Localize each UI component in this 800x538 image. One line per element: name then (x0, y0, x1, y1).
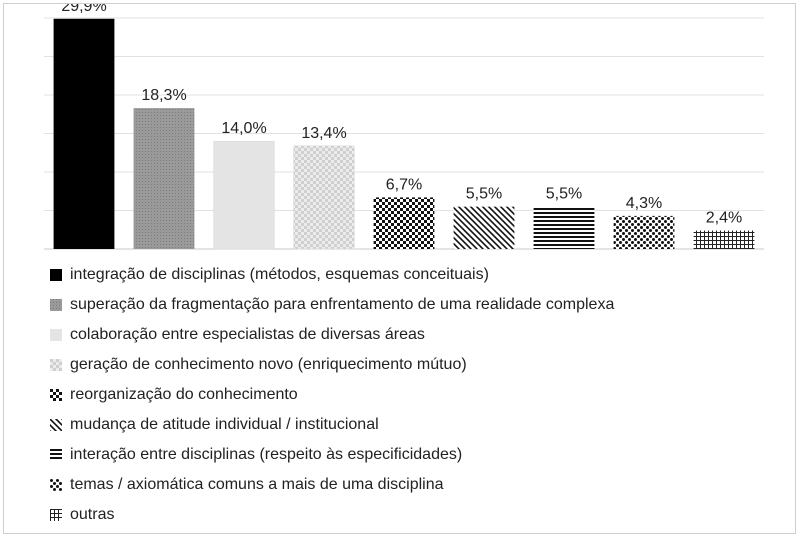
legend-item-8: temas / axiomática comuns a mais de uma … (50, 470, 614, 500)
data-label-6: 5,5% (466, 186, 502, 203)
legend-swatch (50, 479, 62, 491)
legend-swatch-fill (50, 269, 62, 281)
legend-swatch (50, 449, 62, 461)
data-labels: 29,9% 18,3% 14,0% 13,4% 6,7% 5,5% 5,5% 4,3% 2,4% (61, 4, 742, 227)
legend-swatch (50, 419, 62, 431)
legend-label: geração de conhecimento novo (enriquecim… (70, 356, 467, 373)
legend-label: reorganização do conhecimento (70, 386, 298, 403)
legend-swatch-fill (50, 359, 62, 371)
chart-frame: 29,9% 18,3% 14,0% 13,4% 6,7% 5,5% 5,5% 4,3% 2,4%… (3, 3, 796, 534)
legend-swatch-fill (50, 389, 62, 401)
legend-label: mudança de atitude individual / instituc… (70, 416, 379, 433)
legend-swatch-fill (50, 299, 62, 311)
legend-swatch (50, 389, 62, 401)
data-label-9: 2,4% (706, 210, 742, 227)
data-label-3: 14,0% (221, 120, 266, 137)
data-label-2: 18,3% (141, 87, 186, 104)
data-label-5: 6,7% (386, 176, 422, 193)
legend-label: integração de disciplinas (métodos, esqu… (70, 266, 489, 283)
legend-swatch (50, 329, 62, 341)
bars (53, 18, 755, 250)
bar-8 (613, 215, 675, 249)
bar-5 (373, 197, 435, 249)
legend-label: temas / axiomática comuns a mais de uma … (70, 476, 444, 493)
legend-swatch-fill (50, 479, 62, 491)
legend-item-1: integração de disciplinas (métodos, esqu… (50, 260, 614, 290)
legend-item-5: reorganização do conhecimento (50, 380, 614, 410)
legend-item-9: outras (50, 500, 614, 530)
data-label-4: 13,4% (301, 125, 346, 142)
legend-label: superação da fragmentação para enfrentam… (70, 296, 615, 313)
legend-item-7: interação entre disciplinas (respeito às… (50, 440, 614, 470)
legend-item-3: colaboração entre especialistas de diver… (50, 320, 614, 350)
legend-label: outras (70, 506, 115, 523)
legend-swatch-fill (50, 419, 62, 431)
bar-chart: 29,9% 18,3% 14,0% 13,4% 6,7% 5,5% 5,5% 4,3% 2,4% (44, 4, 764, 250)
legend-swatch (50, 299, 62, 311)
bar-7 (533, 206, 595, 249)
data-label-8: 4,3% (626, 195, 662, 212)
legend-swatch (50, 359, 62, 371)
legend-swatch-fill (50, 509, 62, 521)
data-label-7: 5,5% (546, 186, 582, 203)
legend-label: interação entre disciplinas (respeito às… (70, 446, 463, 463)
legend-swatch (50, 509, 62, 521)
legend-item-2: superação da fragmentação para enfrentam… (50, 290, 614, 320)
legend-item-4: geração de conhecimento novo (enriquecim… (50, 350, 614, 380)
legend-item-6: mudança de atitude individual / instituc… (50, 410, 614, 440)
legend-label: colaboração entre especialistas de diver… (70, 326, 425, 343)
bar-4 (293, 145, 355, 250)
bar-6 (453, 206, 515, 249)
bar-3 (213, 140, 275, 250)
legend-swatch-fill (50, 449, 62, 461)
data-label-1: 29,9% (61, 4, 106, 15)
legend: integração de disciplinas (métodos, esqu… (50, 260, 614, 530)
legend-swatch (50, 269, 62, 281)
bar-2 (133, 108, 195, 249)
bar-1 (53, 18, 115, 249)
bar-9 (693, 230, 755, 249)
legend-swatch-fill (50, 329, 62, 341)
